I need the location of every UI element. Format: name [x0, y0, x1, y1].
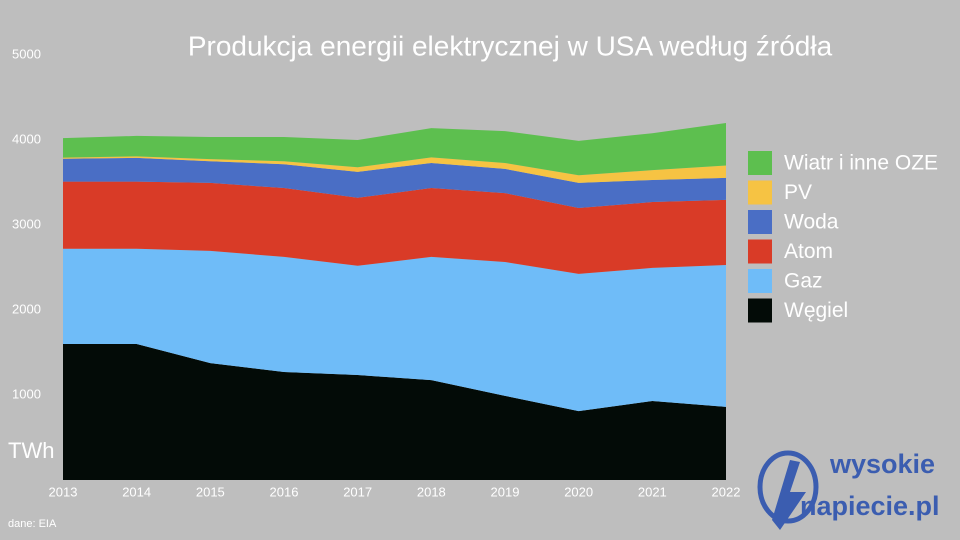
y-tick-label: 3000 [12, 216, 41, 231]
legend-label: Węgiel [784, 299, 848, 322]
legend-label: Gaz [784, 270, 823, 293]
x-tick-label: 2016 [270, 484, 299, 499]
area [63, 157, 726, 208]
area [63, 123, 726, 176]
legend-label: PV [784, 181, 812, 204]
legend-swatch [748, 269, 772, 293]
legend-swatch [748, 298, 772, 323]
area [63, 181, 726, 274]
legend-swatch [748, 210, 772, 234]
x-tick-label: 2014 [122, 484, 151, 499]
source: dane: EIA [8, 518, 57, 530]
x-tick-label: 2022 [712, 484, 741, 499]
legend-label: Atom [784, 240, 833, 263]
area [63, 344, 726, 480]
logo-ring [757, 450, 819, 524]
y-axis-label: TWh [8, 438, 54, 463]
area [63, 156, 726, 183]
logo-text: napiecie.pl [800, 491, 940, 521]
x-tick-label: 2015 [196, 484, 225, 499]
x-tick-label: 2020 [564, 484, 593, 499]
logo-bolt [772, 460, 806, 530]
x-tick-label: 2017 [343, 484, 372, 499]
y-tick-label: 4000 [12, 131, 41, 146]
legend-swatch [748, 239, 772, 264]
chart-title: Produkcja energii elektrycznej w USA wed… [188, 30, 833, 61]
legend-swatch [748, 180, 772, 205]
x-tick-label: 2013 [49, 484, 78, 499]
legend-label: Wiatr i inne OZE [784, 152, 938, 175]
y-tick-label: 2000 [12, 301, 41, 316]
logo-text: wysokie [829, 449, 935, 479]
legend-swatch [748, 151, 772, 175]
y-tick-label: 5000 [12, 46, 41, 61]
logo: wysokie napiecie.pl [757, 449, 940, 530]
y-tick-label: 1000 [12, 386, 41, 401]
legend-label: Woda [784, 211, 839, 234]
x-tick-label: 2019 [491, 484, 520, 499]
x-tick-label: 2021 [638, 484, 667, 499]
area [63, 248, 726, 412]
x-tick-label: 2018 [417, 484, 446, 499]
